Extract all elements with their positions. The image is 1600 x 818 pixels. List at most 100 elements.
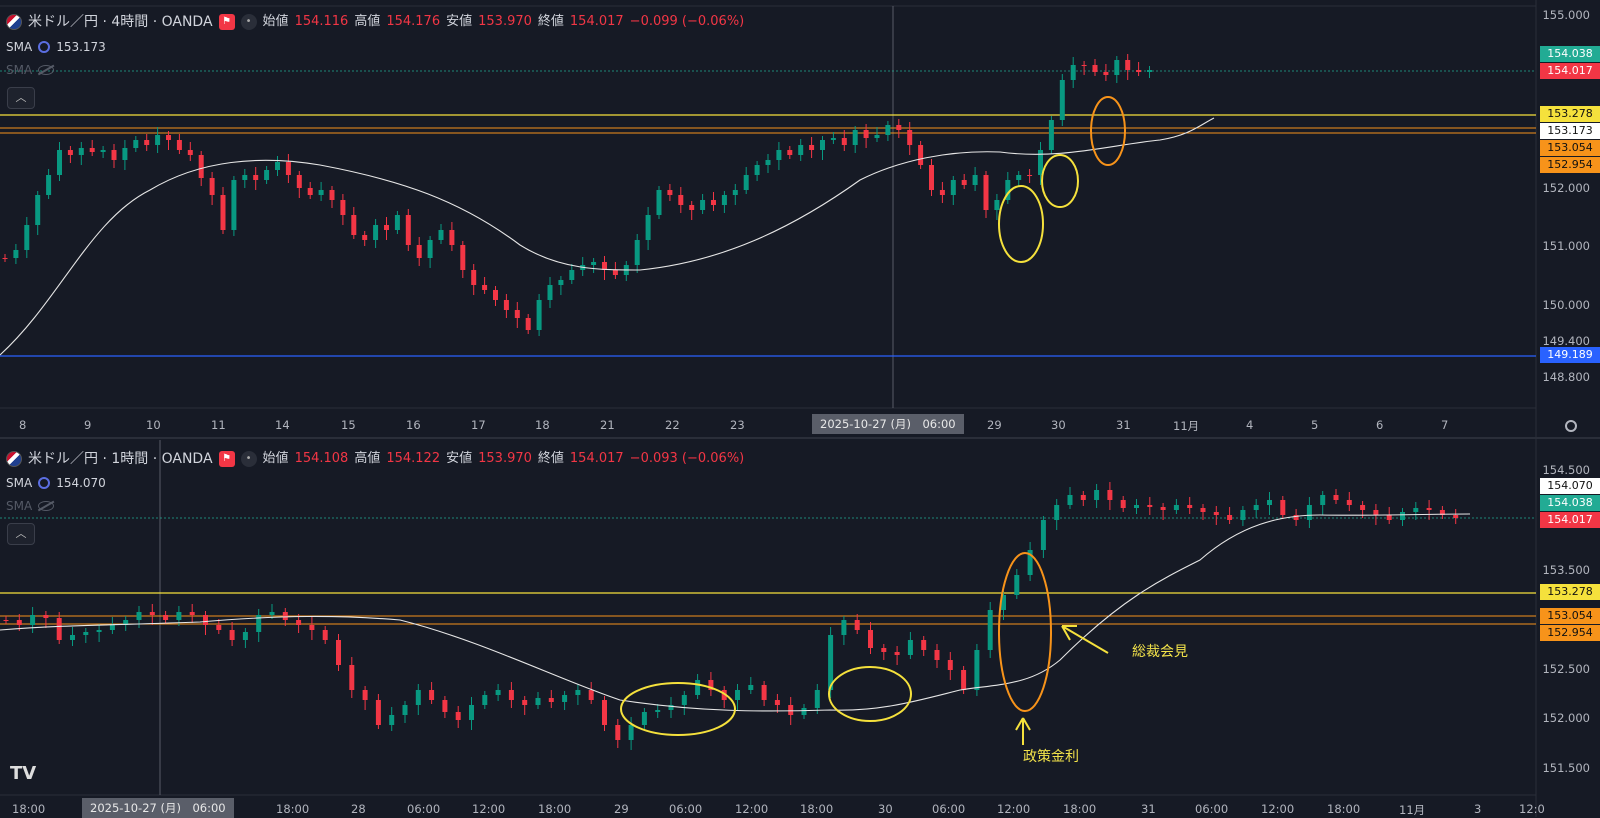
bottom-sma2-legend[interactable]: SMA — [6, 497, 55, 515]
top-sma-legend[interactable]: SMA 153.173 — [6, 38, 106, 56]
bottom-candle — [1293, 515, 1299, 520]
top-candle — [340, 200, 346, 215]
bottom-candle — [1386, 515, 1392, 520]
top-candle — [1092, 65, 1098, 72]
top-time-label: 23 — [730, 418, 745, 432]
top-candle — [362, 235, 368, 240]
top-time-label: 17 — [471, 418, 486, 432]
settings-gear-icon[interactable] — [1565, 420, 1577, 432]
top-low-label: 安値 — [446, 14, 473, 29]
bottom-time-label: 18:00 — [1327, 802, 1361, 816]
bottom-candle — [1306, 505, 1312, 520]
top-candle — [1114, 60, 1120, 75]
bottom-candle — [894, 652, 900, 655]
hidden-eye-icon[interactable] — [38, 65, 55, 75]
bottom-close-label: 終値 — [537, 451, 564, 466]
bottom-candle — [1280, 500, 1286, 515]
bottom-time-label: 12:00 — [1261, 802, 1295, 816]
bottom-candle — [681, 695, 687, 705]
top-candle — [253, 175, 259, 180]
bottom-candle — [1134, 505, 1139, 508]
bottom-candle — [1240, 510, 1246, 520]
bottom-candle — [1400, 512, 1405, 520]
top-candle — [427, 240, 433, 258]
top-candle — [503, 300, 509, 310]
top-symbol-title[interactable]: 米ドル／円 · 4時間 · OANDA — [28, 14, 213, 30]
hidden-eye-icon[interactable] — [38, 501, 55, 511]
top-sma2-legend[interactable]: SMA — [6, 61, 55, 79]
bottom-candle — [1267, 500, 1272, 505]
more-icon[interactable]: • — [240, 14, 257, 30]
top-time-label: 11月 — [1173, 419, 1200, 433]
bottom-candle — [1001, 595, 1006, 610]
bottom-candle — [974, 650, 980, 690]
bottom-candle — [109, 625, 115, 630]
bottom-candle — [721, 690, 727, 700]
top-candle — [961, 180, 967, 185]
top-candle — [547, 285, 553, 300]
flag-alert-icon[interactable]: ⚑ — [218, 451, 235, 467]
top-close-label: 終値 — [537, 14, 564, 29]
bottom-candle — [881, 648, 887, 652]
top-candle — [820, 140, 825, 150]
refresh-icon[interactable] — [38, 477, 51, 489]
top-candle — [591, 262, 597, 265]
top-price-tag-bid: 154.038 — [1540, 46, 1600, 62]
bottom-low-label: 安値 — [446, 451, 473, 466]
bottom-candle — [1346, 500, 1352, 505]
bottom-candle — [708, 680, 714, 690]
more-icon[interactable]: • — [240, 451, 257, 467]
bottom-legend: 米ドル／円 · 1時間 · OANDA ⚑ • 始値 154.108 高値 154.… — [6, 450, 744, 468]
tradingview-logo[interactable]: TV — [10, 763, 37, 784]
bottom-collapse-button[interactable]: ︿ — [7, 523, 35, 545]
top-candle — [482, 285, 488, 290]
top-candle — [798, 145, 804, 155]
bottom-candle — [602, 700, 607, 725]
top-candle — [1081, 65, 1087, 66]
top-change-value: −0.099 (−0.06%) — [629, 14, 745, 29]
flag-alert-icon[interactable]: ⚑ — [218, 14, 235, 30]
refresh-icon[interactable] — [38, 41, 51, 53]
bottom-time-label: 11月 — [1399, 803, 1426, 817]
bottom-candle — [1187, 505, 1193, 508]
top-sma-label: SMA — [6, 40, 33, 54]
bottom-sma-legend[interactable]: SMA 154.070 — [6, 474, 106, 492]
top-price-tag-level: 153.054 — [1540, 140, 1600, 156]
bottom-candle — [163, 615, 169, 620]
top-time-label: 29 — [987, 418, 1002, 432]
bottom-candle — [1080, 495, 1086, 500]
top-candle — [929, 165, 934, 190]
top-price-axis-label: 150.000 — [1542, 298, 1590, 312]
top-candle — [166, 135, 171, 140]
bottom-candle — [655, 710, 661, 712]
bottom-sma-label: SMA — [6, 476, 33, 490]
bottom-price-tag-bid: 154.038 — [1540, 495, 1600, 511]
bottom-time-label: 18:00 — [1063, 802, 1097, 816]
top-time-label: 30 — [1051, 418, 1066, 432]
bottom-candle — [1067, 495, 1073, 505]
top-price-axis-label: 148.800 — [1542, 370, 1590, 384]
bottom-candle — [921, 640, 927, 650]
top-candle — [264, 170, 270, 180]
bottom-candle — [216, 625, 222, 630]
top-candle — [111, 150, 117, 160]
bottom-candle — [1040, 520, 1046, 550]
bottom-candle — [469, 705, 474, 720]
bottom-symbol-title[interactable]: 米ドル／円 · 1時間 · OANDA — [28, 451, 213, 467]
bottom-candle — [1426, 508, 1432, 510]
bottom-change-value: −0.093 (−0.06%) — [629, 451, 745, 466]
top-legend: 米ドル／円 · 4時間 · OANDA ⚑ • 始値 154.116 高値 154.… — [6, 13, 744, 31]
top-time-label: 22 — [665, 418, 680, 432]
bottom-time-label: 3 — [1474, 802, 1482, 816]
top-candle — [1038, 150, 1043, 175]
top-candle — [885, 125, 891, 135]
bottom-price-axis-label: 151.500 — [1542, 761, 1590, 775]
bottom-candle — [1320, 495, 1326, 505]
top-collapse-button[interactable]: ︿ — [7, 87, 35, 109]
bottom-time-label: 12:0 — [1519, 802, 1545, 816]
top-candle — [830, 138, 836, 140]
bottom-candle — [229, 630, 235, 640]
bottom-candle — [735, 690, 740, 700]
